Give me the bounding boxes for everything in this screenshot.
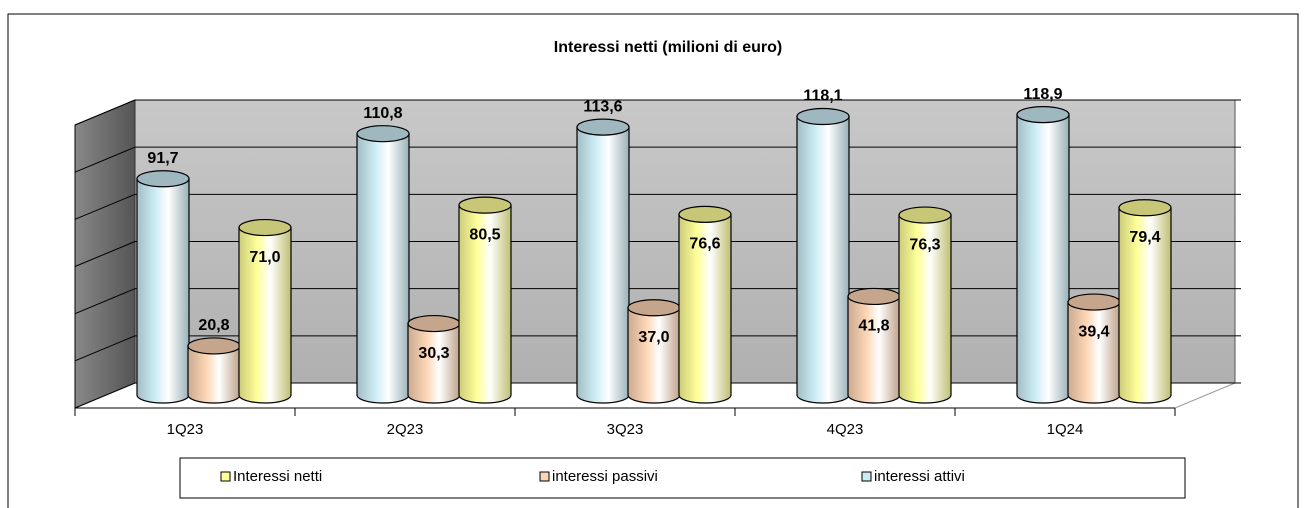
- bar-top: [356, 125, 410, 143]
- legend-label: interessi attivi: [874, 468, 965, 485]
- data-label: 113,6: [583, 98, 622, 115]
- bar: [1067, 301, 1121, 404]
- data-label: 39,4: [1078, 323, 1109, 340]
- bar-top: [678, 205, 732, 223]
- bar: [898, 214, 952, 404]
- bar: [407, 322, 461, 404]
- bar-top: [1067, 293, 1121, 311]
- bar: [796, 115, 850, 404]
- x-tick-label: 2Q23: [387, 421, 424, 438]
- bar: [1118, 207, 1172, 404]
- bar: [356, 133, 410, 404]
- legend-label: Interessi netti: [233, 468, 322, 485]
- data-label: 41,8: [858, 318, 889, 335]
- legend: [179, 457, 1186, 499]
- data-label: 71,0: [249, 249, 280, 266]
- x-tick-label: 3Q23: [607, 421, 644, 438]
- bar-top: [898, 206, 952, 224]
- bar-top: [576, 118, 630, 136]
- bar-top: [1016, 105, 1070, 124]
- bar-top: [407, 314, 461, 333]
- legend-label: interessi passivi: [552, 468, 658, 485]
- bar: [847, 295, 901, 404]
- grid-line: [74, 335, 136, 362]
- bar-top: [187, 337, 241, 355]
- data-label: 79,4: [1129, 229, 1160, 246]
- bar: [238, 226, 292, 404]
- x-tick-label: 1Q23: [167, 421, 204, 438]
- bar-top: [136, 170, 190, 188]
- data-label: 30,3: [418, 345, 449, 362]
- data-label: 76,6: [689, 236, 720, 253]
- grid-line: [74, 382, 136, 409]
- grid-line: [74, 146, 136, 173]
- bar: [678, 213, 732, 404]
- bar: [1016, 113, 1070, 404]
- legend-marker: [539, 471, 550, 482]
- bar-top: [847, 287, 901, 306]
- data-label: 118,9: [1023, 86, 1062, 103]
- grid-line: [74, 241, 136, 267]
- grid-line: [74, 99, 136, 126]
- data-label: 20,8: [198, 317, 229, 334]
- bar: [576, 126, 630, 404]
- bar-top: [458, 196, 512, 214]
- grid-line: [74, 288, 136, 315]
- data-label: 118,1: [803, 88, 842, 105]
- grid-line: [74, 193, 136, 220]
- chart-title: Interessi netti (milioni di euro): [554, 39, 782, 56]
- data-label: 76,3: [909, 236, 940, 253]
- bar: [627, 307, 681, 404]
- data-label: 37,0: [638, 329, 669, 346]
- bar-top: [796, 107, 850, 126]
- chart-frame: [7, 13, 1299, 508]
- data-label: 91,7: [147, 150, 178, 167]
- x-tick-label: 1Q24: [1047, 421, 1084, 438]
- bar-top: [1118, 199, 1172, 217]
- legend-marker: [861, 471, 872, 482]
- bar: [136, 178, 190, 404]
- bar-top: [627, 299, 681, 317]
- bar-top: [238, 218, 292, 237]
- bar: [458, 204, 512, 404]
- x-tick-label: 4Q23: [827, 421, 864, 438]
- data-label: 110,8: [363, 105, 402, 122]
- data-label: 80,5: [469, 226, 500, 243]
- legend-marker: [220, 471, 231, 482]
